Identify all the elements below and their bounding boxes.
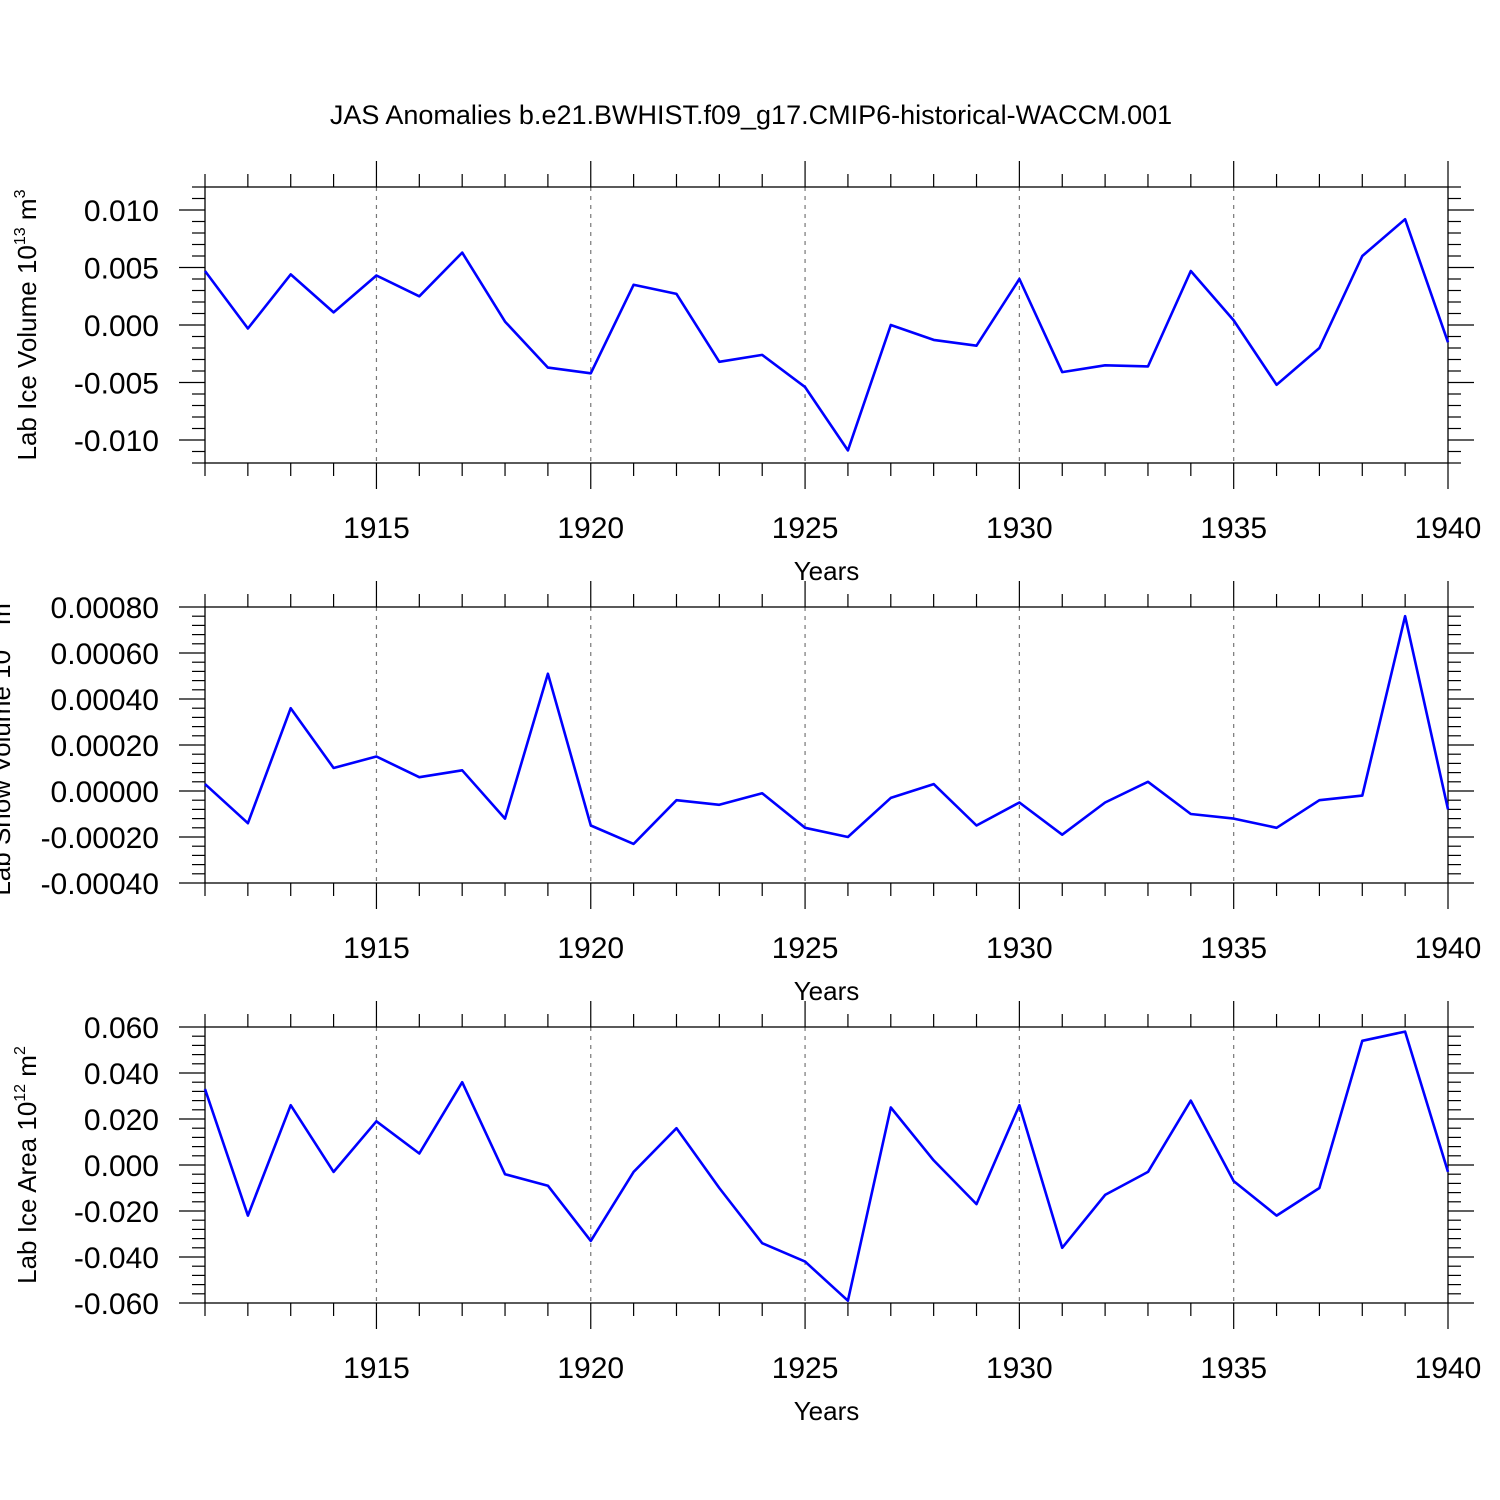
y-axis-label-unit-exponent: 3 xyxy=(12,189,29,198)
y-axis-label-text: Lab Snow Volume 10 xyxy=(0,650,16,896)
y-axis-label: Lab Snow Volume 1012 m3 xyxy=(0,594,16,895)
y-tick-label: -0.00040 xyxy=(41,868,159,901)
y-tick-label: -0.00020 xyxy=(41,822,159,855)
y-axis-label-unit: m xyxy=(12,198,42,227)
plot-frame xyxy=(204,186,1449,464)
x-tick-label: 1935 xyxy=(1200,1352,1267,1385)
y-tick-label: -0.020 xyxy=(74,1196,159,1229)
x-tick-label: 1935 xyxy=(1200,512,1267,545)
y-axis-label-exponent: 13 xyxy=(12,227,29,245)
series-line xyxy=(203,1030,1450,1302)
panel-3: 1915 1920 1925 1930 1935 1940 Years 0.060 0.040 0… xyxy=(12,1001,1481,1426)
x-tick-label: 1930 xyxy=(986,932,1053,965)
y-axis-label-exponent: 12 xyxy=(0,632,3,650)
y-tick-label: 0.005 xyxy=(84,253,159,286)
y-tick-label: 0.00020 xyxy=(51,730,159,763)
x-axis-label: Years xyxy=(794,1396,860,1426)
x-tick-label: 1925 xyxy=(772,512,839,545)
x-tick-label: 1935 xyxy=(1200,932,1267,965)
plot-frame xyxy=(204,1026,1449,1304)
x-tick-label: 1930 xyxy=(986,512,1053,545)
y-axis-label: Lab Ice Volume 1013 m3 xyxy=(12,189,42,460)
x-tick-label: 1915 xyxy=(343,512,410,545)
y-tick-label: -0.040 xyxy=(74,1242,159,1275)
x-tick-label: 1915 xyxy=(343,1352,410,1385)
x-tick-label: 1940 xyxy=(1415,932,1482,965)
x-tick-label: 1925 xyxy=(772,932,839,965)
y-axis-label-unit: m xyxy=(0,603,16,632)
y-tick-label: 0.040 xyxy=(84,1058,159,1091)
y-tick-label: -0.005 xyxy=(74,368,159,401)
x-tick-label: 1940 xyxy=(1415,512,1482,545)
y-tick-label: -0.060 xyxy=(74,1288,159,1321)
plot-frame xyxy=(204,606,1449,884)
series-line xyxy=(203,217,1450,452)
y-axis-label-text: Lab Ice Volume 10 xyxy=(12,245,42,460)
y-tick-label: 0.00040 xyxy=(51,684,159,717)
y-axis-label-unit: m xyxy=(12,1055,42,1084)
y-axis-label-exponent: 12 xyxy=(12,1084,29,1102)
x-tick-label: 1915 xyxy=(343,932,410,965)
y-tick-label: 0.020 xyxy=(84,1104,159,1137)
x-tick-label: 1940 xyxy=(1415,1352,1482,1385)
panel-1: 1915 1920 1925 1930 1935 1940 Years 0.010 0.005 0… xyxy=(12,161,1481,586)
y-tick-label: 0.060 xyxy=(84,1012,159,1045)
x-tick-label: 1930 xyxy=(986,1352,1053,1385)
x-tick-label: 1920 xyxy=(557,512,624,545)
x-tick-label: 1925 xyxy=(772,1352,839,1385)
y-tick-label: 0.000 xyxy=(84,1150,159,1183)
y-axis-label-unit-exponent: 2 xyxy=(12,1046,29,1055)
y-axis-label-unit-exponent: 3 xyxy=(0,594,3,603)
y-tick-label: 0.010 xyxy=(84,195,159,228)
y-axis-label: Lab Ice Area 1012 m2 xyxy=(12,1046,42,1284)
y-axis-label-text: Lab Ice Area 10 xyxy=(12,1102,42,1284)
y-tick-label: 0.00080 xyxy=(51,592,159,625)
chart-title: JAS Anomalies b.e21.BWHIST.f09_g17.CMIP6… xyxy=(330,100,1172,130)
x-axis-label: Years xyxy=(794,976,860,1006)
y-tick-label: 0.000 xyxy=(84,310,159,343)
x-tick-label: 1920 xyxy=(557,1352,624,1385)
series-line xyxy=(204,614,1450,846)
panel-2: 1915 1920 1925 1930 1935 1940 Years 0.00080 0.00… xyxy=(0,581,1481,1006)
y-tick-label: 0.00060 xyxy=(51,638,159,671)
x-axis-label: Years xyxy=(794,556,860,586)
y-tick-label: 0.00000 xyxy=(51,776,159,809)
x-tick-label: 1920 xyxy=(557,932,624,965)
y-tick-label: -0.010 xyxy=(74,425,159,458)
